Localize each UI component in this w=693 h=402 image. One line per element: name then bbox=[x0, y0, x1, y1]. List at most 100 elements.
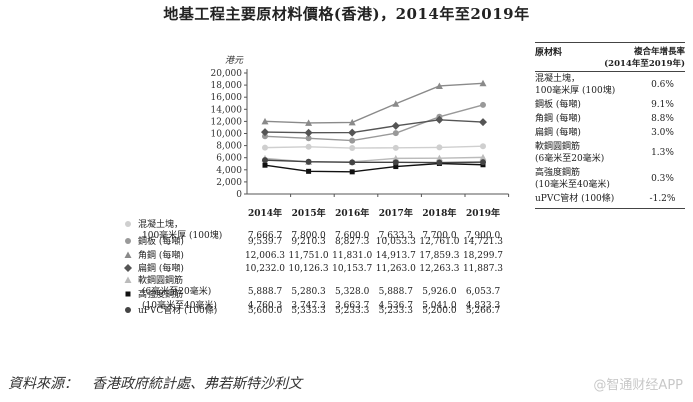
cagr-row: uPVC管材 (100條) -1.2% bbox=[535, 192, 685, 206]
cagr-row: 鋼板 (每噸) 9.1% bbox=[535, 98, 685, 112]
data-label: 8,827.3 bbox=[335, 237, 370, 247]
data-point bbox=[305, 119, 313, 126]
cagr-row-material: 軟鋼圓鋼筋 (6毫米至20毫米) bbox=[535, 142, 605, 164]
data-point bbox=[349, 145, 356, 152]
data-point bbox=[125, 307, 131, 313]
data-label: 5,328.0 bbox=[335, 287, 370, 297]
legend-label: 100毫米厚 (100塊) bbox=[142, 229, 222, 241]
data-point bbox=[392, 154, 400, 162]
cagr-row: 混凝土塊， 100毫米厚 (100塊) 0.6% bbox=[535, 72, 685, 98]
data-label: 5,233.3 bbox=[335, 306, 370, 316]
price-line-chart: 港元 0 2,000 4,000 6,000 8,000 10,000 12,000 14,00… bbox=[124, 55, 510, 316]
y-tick-label: 10,000 bbox=[211, 130, 243, 140]
legend-label: 角鋼 (每噸) bbox=[138, 249, 184, 261]
data-point bbox=[306, 168, 312, 174]
legend-label: uPVC管材 (100條) bbox=[138, 304, 217, 316]
cagr-row-rate: 0.3% bbox=[651, 174, 674, 184]
cagr-header-material: 原材料 bbox=[535, 48, 563, 58]
legend-label: 鋼板 (每噸) bbox=[138, 235, 184, 247]
cagr-row-material: 鋼板 (每噸) bbox=[535, 100, 581, 110]
data-label: 14,913.7 bbox=[376, 251, 416, 261]
cagr-row-rate: 0.6% bbox=[651, 80, 674, 90]
data-point bbox=[125, 238, 131, 244]
data-point bbox=[349, 169, 355, 175]
data-point bbox=[435, 154, 443, 162]
cagr-row-material: 混凝土塊， 100毫米厚 (100塊) bbox=[535, 74, 616, 96]
x-tick-label: 2015年 bbox=[292, 207, 326, 219]
data-label: 11,263.0 bbox=[376, 264, 416, 274]
data-label: 3,747.3 bbox=[291, 301, 326, 311]
chart-title: 地基工程主要原材料價格(香港)，2014年至2019年 bbox=[163, 5, 530, 23]
data-point bbox=[479, 153, 487, 161]
data-point bbox=[262, 162, 268, 168]
data-point bbox=[124, 264, 132, 272]
data-point bbox=[305, 135, 312, 142]
data-point bbox=[436, 159, 443, 166]
data-point bbox=[261, 117, 269, 125]
data-point bbox=[305, 143, 312, 150]
x-tick-label: 2014年 bbox=[248, 207, 282, 219]
data-label: 5,041.0 bbox=[422, 301, 457, 311]
series-line bbox=[264, 162, 484, 173]
data-label: 5,200.0 bbox=[422, 306, 457, 316]
data-point bbox=[392, 144, 399, 151]
series-line bbox=[264, 145, 484, 149]
data-label: 12,006.3 bbox=[245, 251, 285, 261]
data-label: 6,053.7 bbox=[466, 287, 501, 297]
data-point bbox=[125, 221, 131, 227]
cagr-row-rate: 1.3% bbox=[651, 148, 674, 158]
data-label: 7,633.3 bbox=[379, 231, 414, 241]
cagr-row-material: uPVC管材 (100條) bbox=[535, 194, 615, 204]
data-label: 3,663.7 bbox=[335, 301, 370, 311]
data-label: 10,153.7 bbox=[332, 264, 372, 274]
y-tick-label: 16,000 bbox=[211, 93, 243, 103]
data-label: 4,536.7 bbox=[379, 301, 414, 311]
data-point bbox=[435, 82, 443, 89]
y-tick-label: 8,000 bbox=[216, 142, 242, 152]
data-point bbox=[262, 144, 268, 151]
data-point bbox=[392, 159, 399, 166]
cagr-row-rate: 9.1% bbox=[651, 100, 674, 110]
data-point bbox=[349, 137, 356, 144]
series-line bbox=[264, 119, 484, 134]
data-point bbox=[479, 79, 487, 87]
data-point bbox=[480, 143, 486, 150]
data-label: 5,888.7 bbox=[248, 287, 283, 297]
x-tick-label: 2019年 bbox=[466, 207, 500, 219]
legend-label: 高強度鋼筋 bbox=[138, 288, 183, 300]
cagr-row-rate: -1.2% bbox=[649, 194, 676, 204]
series-line bbox=[264, 159, 484, 164]
legend-label: 混凝土塊， bbox=[138, 218, 183, 230]
data-label: 7,666.7 bbox=[248, 231, 283, 241]
y-tick-label: 18,000 bbox=[211, 81, 243, 91]
data-point bbox=[435, 115, 444, 124]
data-label: 7,900.0 bbox=[466, 231, 501, 241]
y-tick-label: 6,000 bbox=[216, 154, 242, 164]
cagr-row-material: 角鋼 (每噸) bbox=[535, 114, 581, 124]
data-label: 18,299.7 bbox=[463, 251, 503, 261]
data-label: 7,600.0 bbox=[335, 231, 370, 241]
data-label: 11,831.0 bbox=[332, 251, 372, 261]
data-label: 7,800.0 bbox=[291, 231, 326, 241]
source-note: 資料來源： 香港政府統計處、弗若斯特沙利文 bbox=[8, 376, 302, 392]
legend-label: 軟鋼圓鋼筋 bbox=[138, 274, 183, 286]
legend-label: 扁鋼 (每噸) bbox=[138, 262, 184, 274]
data-label: 5,333.3 bbox=[291, 306, 326, 316]
cagr-header-rate: 複合年增長率 (2014年至2019年) bbox=[604, 47, 685, 69]
data-point bbox=[261, 128, 269, 137]
y-tick-label: 0 bbox=[236, 190, 242, 200]
cagr-row: 高強度鋼筋 (10毫米至40毫米) 0.3% bbox=[535, 166, 685, 192]
data-label: 10,126.3 bbox=[289, 264, 329, 274]
data-point bbox=[304, 128, 313, 137]
cagr-table: 原材料 複合年增長率 (2014年至2019年) 混凝土塊， 100毫米厚 (1… bbox=[535, 42, 685, 209]
cagr-row: 角鋼 (每噸) 8.8% bbox=[535, 112, 685, 126]
data-point bbox=[348, 118, 356, 126]
y-axis-label: 港元 bbox=[225, 55, 244, 66]
data-point bbox=[125, 291, 131, 297]
cagr-row: 軟鋼圓鋼筋 (6毫米至20毫米) 1.3% bbox=[535, 140, 685, 166]
y-tick-label: 12,000 bbox=[211, 117, 243, 127]
data-point bbox=[348, 128, 357, 137]
data-point bbox=[479, 118, 487, 127]
x-tick-label: 2017年 bbox=[379, 207, 413, 219]
data-point bbox=[305, 158, 312, 165]
